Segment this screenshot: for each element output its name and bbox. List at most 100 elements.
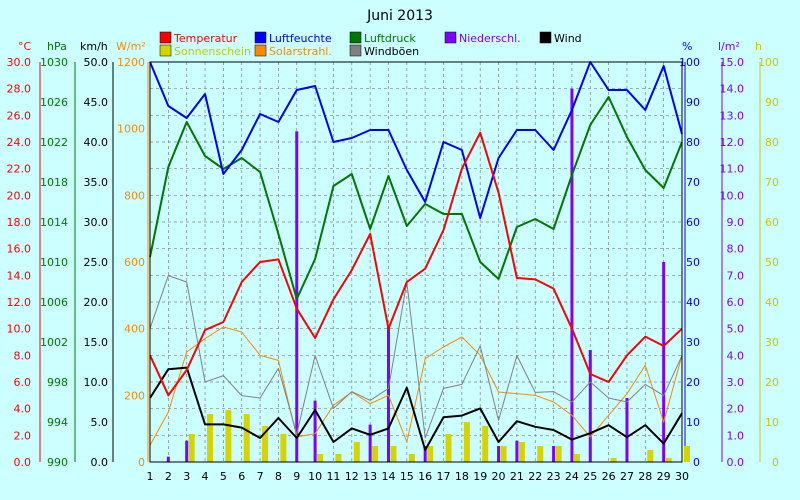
unit-humidity: %: [682, 40, 692, 53]
pressure-axis-tick-label: 1018: [40, 176, 68, 189]
legend-solarstrahl-swatch: [254, 44, 267, 57]
sunshine-bar: [647, 450, 654, 462]
sunshine-bar: [610, 458, 617, 462]
x-tick-label: 9: [293, 470, 300, 483]
wind-axis-tick-label: 30.0: [84, 216, 109, 229]
precip-axis-tick-label: 10.0: [720, 189, 745, 202]
temp-axis-tick-label: 12.0: [7, 296, 32, 309]
x-tick-label: 22: [528, 470, 542, 483]
wind-axis-tick-label: 45.0: [84, 96, 109, 109]
sun-axis-tick-label: 30: [765, 336, 779, 349]
x-tick-label: 8: [275, 470, 282, 483]
precip-bar: [570, 88, 574, 463]
wind-axis-tick-label: 10.0: [84, 376, 109, 389]
x-tick-label: 14: [381, 470, 395, 483]
sun-axis-tick-label: 60: [765, 216, 779, 229]
sun-axis-tick-label: 50: [765, 256, 779, 269]
temp-axis-tick-label: 28.0: [7, 83, 32, 96]
precip-axis-tick-label: 15.0: [720, 56, 745, 69]
temp-axis-tick-label: 24.0: [7, 136, 32, 149]
sunshine-bar: [684, 446, 690, 462]
temp-axis-tick-label: 16.0: [7, 243, 32, 256]
legend-niederschl-label: Niederschl.: [459, 32, 521, 45]
precip-bar: [662, 262, 666, 462]
sun-axis-tick-label: 0: [772, 456, 779, 469]
sunshine-bar: [482, 426, 489, 462]
wind-line: [149, 366, 683, 451]
sunshine-bar: [353, 442, 360, 462]
x-tick-label: 29: [657, 470, 671, 483]
precip-bar: [386, 326, 390, 462]
wind-axis-tick-label: 40.0: [84, 136, 109, 149]
sun-axis-tick-label: 100: [758, 56, 779, 69]
x-tick-label: 23: [547, 470, 561, 483]
sunshine-bar: [573, 454, 580, 462]
solarstrahl-line: [149, 326, 683, 446]
unit-pressure: hPa: [47, 40, 67, 53]
temp-axis-tick-label: 2.0: [14, 429, 32, 442]
temp-axis-tick-label: 14.0: [7, 269, 32, 282]
sunshine-bar: [188, 434, 195, 462]
unit-headers: °C hPa km/h W/m² % l/m² h: [18, 40, 762, 53]
sunshine-bar: [500, 446, 507, 462]
solar-axis-tick-label: 800: [124, 189, 145, 202]
legend-luftfeuchte-label: Luftfeuchte: [269, 32, 332, 45]
precip-axis-tick-label: 2.0: [727, 403, 745, 416]
precip-bar: [368, 424, 372, 462]
precip-bar: [313, 400, 317, 462]
legend-windboeen-label: Windböen: [364, 45, 419, 58]
luftfeuchte-line: [149, 61, 683, 219]
precip-axis-tick-label: 7.0: [727, 269, 745, 282]
pressure-axis-tick-label: 1002: [40, 336, 68, 349]
legend-sonnenschein-swatch: [159, 44, 172, 57]
sun-axis-tick-label: 90: [765, 96, 779, 109]
precip-axis-tick-label: 6.0: [727, 296, 745, 309]
sunshine-bar: [555, 446, 562, 462]
wind-axis-tick-label: 25.0: [84, 256, 109, 269]
pressure-axis-tick-label: 1010: [40, 256, 68, 269]
x-tick-label: 1: [147, 470, 154, 483]
precip-bar: [552, 446, 556, 462]
precip-axis-tick-label: 11.0: [720, 163, 745, 176]
sunshine-bar: [317, 454, 324, 462]
x-tick-label: 25: [583, 470, 597, 483]
pressure-axis-tick-label: 990: [47, 456, 68, 469]
sunshine-bar: [427, 446, 434, 462]
humidity-axis-tick-label: 100: [679, 56, 700, 69]
wind-axis-tick-label: 0.0: [91, 456, 109, 469]
legend-luftdruck-label: Luftdruck: [364, 32, 416, 45]
luftdruck-line: [149, 96, 683, 300]
sun-axis-tick-label: 80: [765, 136, 779, 149]
plot-frame: [149, 61, 683, 463]
x-tick-label: 4: [202, 470, 209, 483]
precip-bar: [625, 398, 629, 462]
legend-sonnenschein-label: Sonnenschein: [174, 45, 251, 58]
sunshine-bar: [518, 442, 525, 462]
x-tick-label: 15: [400, 470, 414, 483]
sunshine-bar: [445, 434, 452, 462]
pressure-axis-tick-label: 1030: [40, 56, 68, 69]
x-tick-label: 26: [602, 470, 616, 483]
humidity-axis-tick-label: 30: [686, 336, 700, 349]
precip-bar: [185, 440, 189, 462]
legend-luftfeuchte-swatch: [254, 31, 267, 44]
unit-precip: l/m²: [718, 40, 740, 53]
legend: Temperatur Luftfeuchte Luftdruck Nieders…: [159, 31, 582, 58]
x-tick-label: 24: [565, 470, 579, 483]
humidity-axis-tick-label: 10: [686, 416, 700, 429]
precip-axis-tick-label: 8.0: [727, 243, 745, 256]
wind-axis-tick-label: 50.0: [84, 56, 109, 69]
x-tick-label: 17: [437, 470, 451, 483]
sunshine-bar: [408, 454, 415, 462]
sunshine-bar: [665, 458, 672, 462]
unit-temp: °C: [18, 40, 32, 53]
sunshine-bar: [262, 426, 269, 462]
precip-bar: [588, 350, 592, 462]
sunshine-bar: [243, 414, 250, 462]
humidity-axis-tick-label: 70: [686, 176, 700, 189]
sunshine-bar: [390, 446, 397, 462]
unit-wind: km/h: [80, 40, 108, 53]
temp-axis-tick-label: 18.0: [7, 216, 32, 229]
sunshine-bar: [372, 446, 379, 462]
